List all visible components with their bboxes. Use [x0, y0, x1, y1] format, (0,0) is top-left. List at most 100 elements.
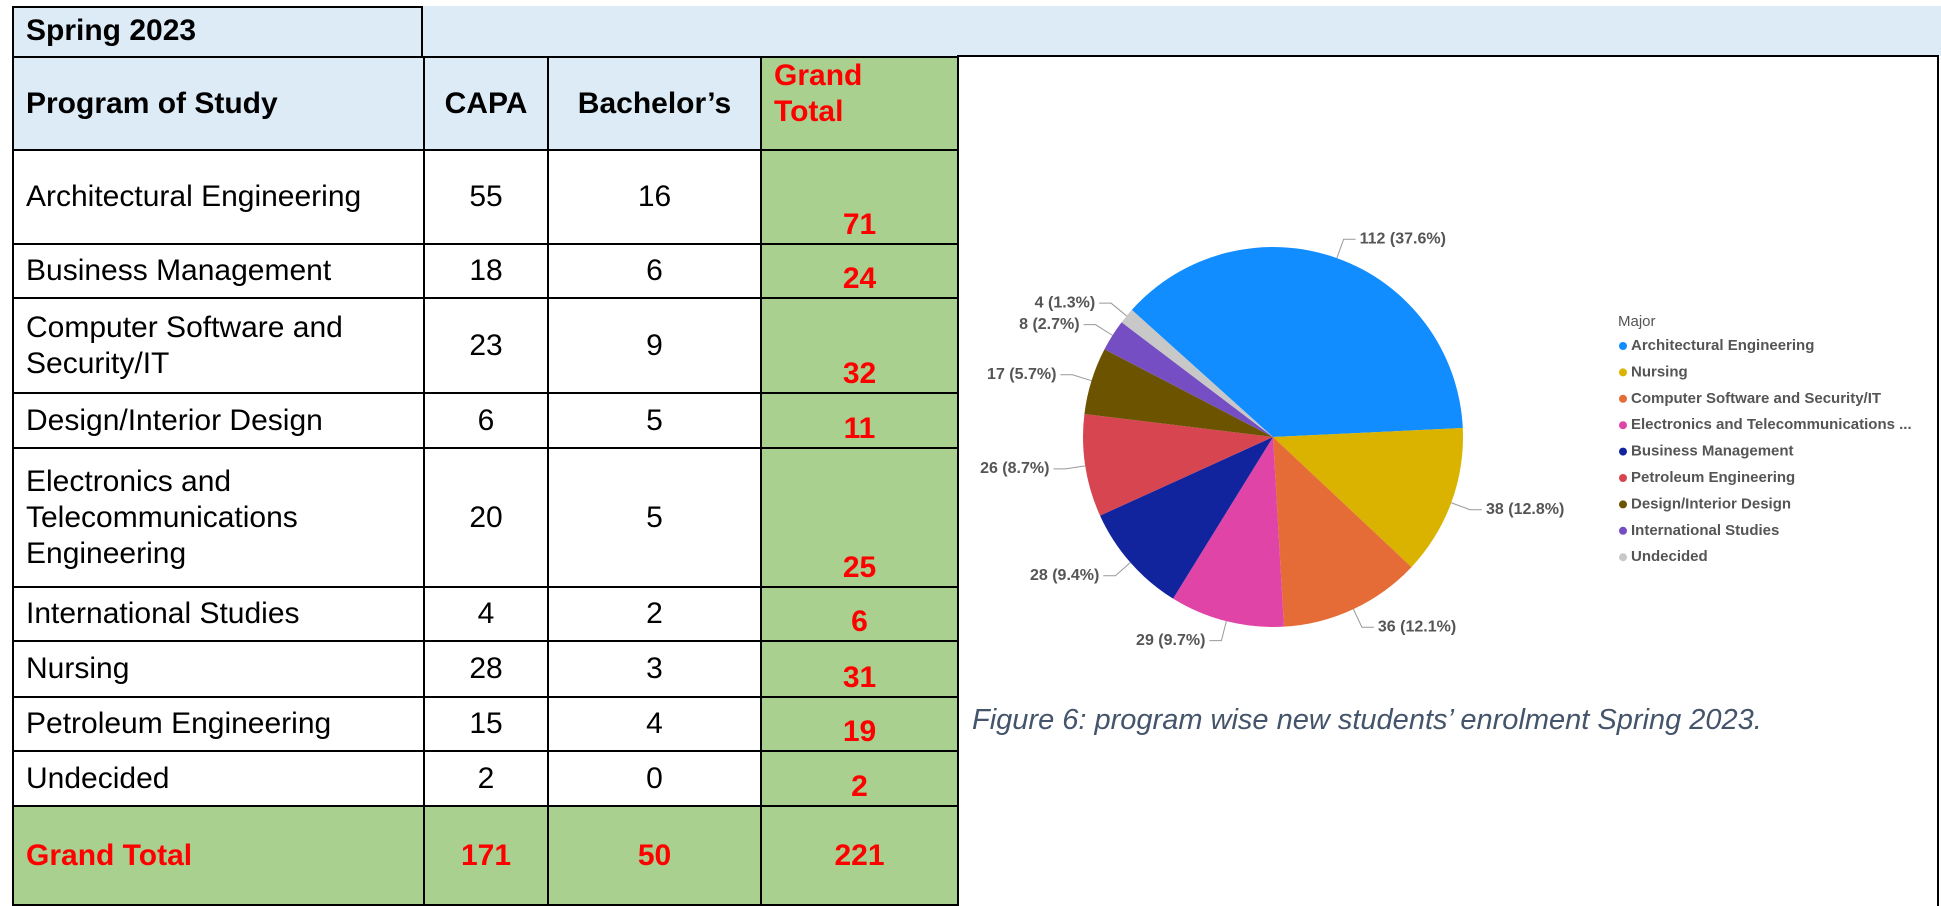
- table-cell: International Studies: [12, 586, 425, 642]
- legend-label: Undecided: [1631, 548, 1708, 565]
- legend-label: Design/Interior Design: [1631, 495, 1791, 512]
- leader-line: [1336, 238, 1356, 259]
- column-header: Grand Total: [760, 56, 959, 151]
- data-label: 36 (12.1%): [1378, 618, 1456, 635]
- pie-slice: [1131, 246, 1463, 437]
- column-header: CAPA: [423, 56, 549, 151]
- table-cell: 2: [547, 586, 762, 642]
- table-cell: 4: [423, 586, 549, 642]
- table-cell: 5: [547, 392, 762, 449]
- table-title: Spring 2023: [12, 6, 423, 56]
- table-cell: 9: [547, 297, 762, 394]
- legend-swatch: [1619, 368, 1627, 377]
- pie-slice: [1173, 437, 1284, 628]
- data-label: 112 (37.6%): [1360, 230, 1446, 247]
- leader-line: [1099, 302, 1127, 317]
- table-cell: 0: [547, 750, 762, 807]
- table-cell: 2: [760, 750, 959, 807]
- legend-swatch: [1619, 342, 1627, 350]
- legend-label: Electronics and Telecommunications ...: [1631, 416, 1912, 433]
- legend-swatch: [1619, 526, 1627, 535]
- table-cell: 23: [423, 297, 549, 394]
- total-cell: Grand Total: [12, 805, 425, 906]
- table-cell: 28: [423, 640, 549, 698]
- column-header: Bachelor’s: [547, 56, 762, 151]
- table-row: Computer Software and Security/IT 23 9 32: [12, 297, 959, 394]
- column-header: Program of Study: [12, 56, 425, 151]
- pie-slice: [1083, 413, 1273, 516]
- table-cell: Electronics and Telecommunications Engin…: [12, 447, 425, 588]
- data-label: 8 (2.7%): [1019, 316, 1079, 333]
- table-row: Electronics and Telecommunications Engin…: [12, 447, 959, 588]
- legend-swatch: [1619, 447, 1627, 456]
- pie-slice: [1121, 309, 1273, 437]
- legend-label: Computer Software and Security/IT: [1631, 390, 1881, 407]
- pie-slice: [1084, 349, 1273, 437]
- table-row: Design/Interior Design 6 5 11: [12, 392, 959, 449]
- table-cell: 19: [760, 696, 959, 752]
- leader-line: [1352, 608, 1374, 628]
- table-cell: Undecided: [12, 750, 425, 807]
- total-cell: 50: [547, 805, 762, 906]
- leader-line: [1209, 621, 1227, 642]
- figure-caption: Figure 6: program wise new students’ enr…: [972, 704, 1762, 736]
- legend-swatch: [1619, 500, 1627, 509]
- leader-line: [1103, 562, 1131, 577]
- data-label: 26 (8.7%): [980, 460, 1049, 477]
- data-label: 4 (1.3%): [1035, 294, 1095, 311]
- table-cell: Architectural Engineering: [12, 149, 425, 245]
- table-cell: 6: [760, 586, 959, 642]
- legend-label: Architectural Engineering: [1631, 337, 1814, 354]
- legend-title: Major: [1618, 313, 1656, 330]
- table-cell: 20: [423, 447, 549, 588]
- enrolment-table: Program of Study CAPA Bachelor’s Grand Tota…: [12, 56, 959, 906]
- table-row: International Studies 4 2 6: [12, 586, 959, 642]
- leader-line: [1053, 465, 1086, 470]
- total-cell: 221: [760, 805, 959, 906]
- legend-swatch: [1619, 553, 1627, 562]
- table-cell: 5: [547, 447, 762, 588]
- table-cell: Nursing: [12, 640, 425, 698]
- table-cell: 4: [547, 696, 762, 752]
- table-cell: 55: [423, 149, 549, 245]
- table-cell: 6: [423, 392, 549, 449]
- table-cell: 11: [760, 392, 959, 449]
- table-cell: Design/Interior Design: [12, 392, 425, 449]
- table-cell: 31: [760, 640, 959, 698]
- leader-line: [1083, 324, 1113, 336]
- legend-swatch: [1619, 474, 1627, 482]
- table-cell: 2: [423, 750, 549, 807]
- table-cell: Computer Software and Security/IT: [12, 297, 425, 394]
- total-cell: 171: [423, 805, 549, 906]
- leader-line: [1451, 502, 1483, 511]
- data-label: 29 (9.7%): [1136, 632, 1205, 649]
- pie-slice: [1100, 437, 1273, 599]
- table-row: Petroleum Engineering 15 4 19: [12, 696, 959, 752]
- pie-slice: [1273, 437, 1412, 627]
- chart-frame: [957, 55, 1939, 906]
- header-band: [423, 6, 1941, 56]
- legend-label: Nursing: [1631, 363, 1688, 380]
- legend-swatch: [1619, 421, 1627, 430]
- table-cell: 16: [547, 149, 762, 245]
- table-cell: 32: [760, 297, 959, 394]
- table-cell: 6: [547, 243, 762, 299]
- table-row: Nursing 28 3 31: [12, 640, 959, 698]
- pie-slice: [1273, 428, 1463, 568]
- table-cell: 25: [760, 447, 959, 588]
- leader-line: [1060, 374, 1092, 382]
- table-cell: 18: [423, 243, 549, 299]
- table-row: Undecided 2 0 2: [12, 750, 959, 807]
- table-cell: 71: [760, 149, 959, 245]
- table-cell: Business Management: [12, 243, 425, 299]
- legend-swatch: [1619, 394, 1627, 403]
- data-label: 28 (9.4%): [1030, 567, 1099, 584]
- table-cell: 3: [547, 640, 762, 698]
- table-row: Business Management 18 6 24: [12, 243, 959, 299]
- table-cell: 24: [760, 243, 959, 299]
- total-row: Grand Total 171 50 221: [12, 805, 959, 906]
- data-label: 38 (12.8%): [1486, 501, 1564, 518]
- legend-label: International Studies: [1631, 522, 1779, 539]
- table-cell: 15: [423, 696, 549, 752]
